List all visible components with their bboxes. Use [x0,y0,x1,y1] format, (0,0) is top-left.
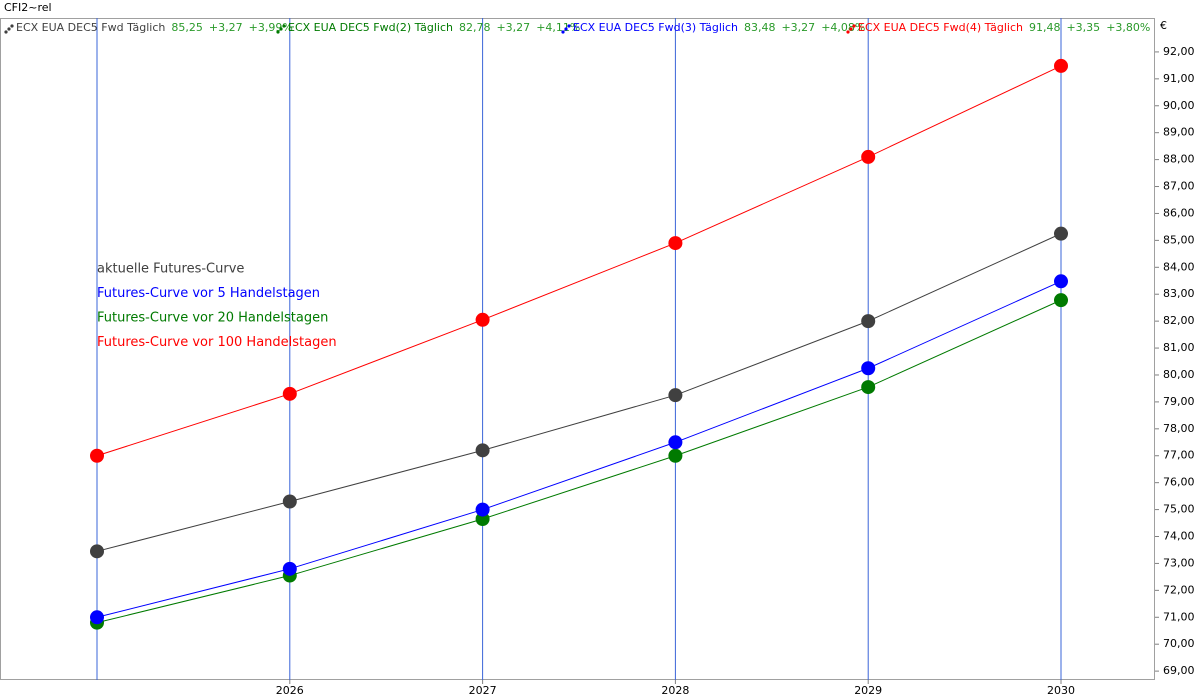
legend-icon [282,24,286,28]
y-tick-label: 89,00 [1163,126,1195,139]
legend-icon [4,30,8,34]
point [475,502,490,517]
y-tick-label: 82,00 [1163,314,1195,327]
legend-icon [849,27,853,31]
chart-title: CFI2~rel [4,1,52,14]
legend-last: 85,25 [171,21,203,34]
plot-frame [0,18,1155,680]
point [1054,293,1068,308]
legend-icon [279,27,283,31]
legend-icon [564,27,568,31]
series-line [96,280,1062,618]
legend-icon [567,24,571,28]
y-tick-label: 75,00 [1163,503,1195,516]
legend-last: 91,48 [1029,21,1061,34]
legend-last: 83,48 [744,21,776,34]
x-tick-label: 2028 [661,684,689,697]
y-tick-label: 80,00 [1163,368,1195,381]
y-tick-label: 81,00 [1163,341,1195,354]
y-tick-label: 78,00 [1163,422,1195,435]
legend-icon [10,24,14,28]
point [475,312,490,327]
y-tick-label: 76,00 [1163,476,1195,489]
y-tick-label: 69,00 [1163,664,1195,677]
legend-icon [561,30,565,34]
y-tick-label: 87,00 [1163,180,1195,193]
y-tick-label: 70,00 [1163,637,1195,650]
legend-icon [852,24,856,28]
point [1054,274,1068,289]
legend-name: ECX EUA DEC5 Fwd(4) Täglich [858,21,1023,34]
point [90,544,104,559]
y-tick-label: 72,00 [1163,583,1195,596]
point [668,388,683,403]
x-tick-label: 2029 [854,684,882,697]
legend-name: ECX EUA DEC5 Fwd(3) Täglich [573,21,738,34]
point [282,561,297,576]
y-tick-label: 83,00 [1163,287,1195,300]
y-tick-label: 79,00 [1163,395,1195,408]
point [861,149,876,164]
legend-icon [846,30,850,34]
legend-change: +3,27 [496,21,530,34]
legend-icon [7,27,11,31]
legend-change: +3,27 [781,21,815,34]
y-tick-label: 73,00 [1163,556,1195,569]
point [861,380,876,395]
series-line [96,233,1062,552]
annotation: Futures-Curve vor 100 Handelstagen [97,335,337,350]
y-tick-label: 90,00 [1163,99,1195,112]
legend-change-pct: +4,08% [821,21,865,34]
legend-change-pct: +3,80% [1106,21,1150,34]
point [282,494,297,509]
y-tick-label: 74,00 [1163,530,1195,543]
y-tick-label: 86,00 [1163,206,1195,219]
y-tick-label: 92,00 [1163,45,1195,58]
y-tick-label: 77,00 [1163,449,1195,462]
point [1054,226,1068,241]
y-tick-label: 85,00 [1163,233,1195,246]
series-line [96,299,1062,624]
legend-icon [276,30,280,34]
y-tick-label: 91,00 [1163,72,1195,85]
unit-label: € [1160,19,1167,32]
annotation: aktuelle Futures-Curve [97,262,244,277]
point [668,435,683,450]
legend-change-pct: +4,11% [536,21,580,34]
point [861,361,876,376]
legend-last: 82,78 [459,21,491,34]
point [90,448,104,463]
annotation: Futures-Curve vor 5 Handelstagen [97,286,320,301]
point [1054,58,1068,73]
y-tick-label: 71,00 [1163,610,1195,623]
legend-name: ECX EUA DEC5 Fwd(2) Täglich [288,21,453,34]
legend-name: ECX EUA DEC5 Fwd Täglich [16,21,165,34]
point [90,610,104,625]
annotation: Futures-Curve vor 20 Handelstagen [97,311,328,326]
y-tick-label: 84,00 [1163,260,1195,273]
series-line [96,65,1062,457]
legend-change: +3,35 [1066,21,1100,34]
point [668,236,683,251]
x-tick-label: 2030 [1047,684,1075,697]
legend-change-pct: +3,99% [249,21,293,34]
legend-change: +3,27 [209,21,243,34]
x-tick-label: 2027 [469,684,497,697]
point [668,448,683,463]
point [861,314,876,329]
point [475,443,490,458]
point [282,386,297,401]
x-tick-label: 2026 [276,684,304,697]
y-tick-label: 88,00 [1163,153,1195,166]
